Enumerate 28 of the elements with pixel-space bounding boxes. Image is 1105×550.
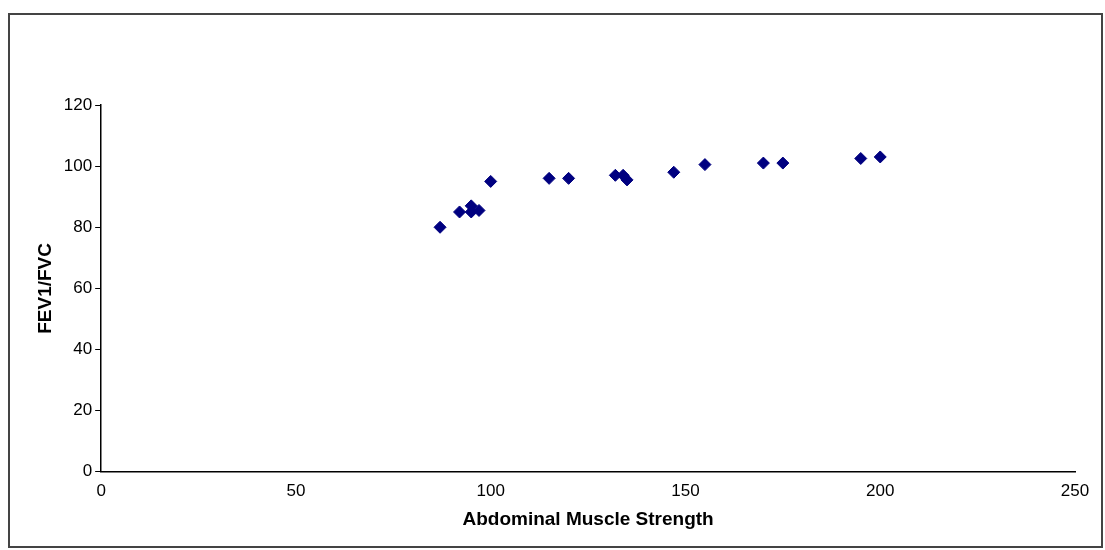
point (873, 150, 887, 164)
point (472, 203, 486, 217)
y-tick-label: 80 (73, 216, 93, 236)
point (433, 220, 447, 234)
point (620, 173, 634, 187)
point (484, 174, 498, 188)
y-tick-label: 0 (82, 461, 93, 481)
point (667, 165, 681, 179)
y-axis-title: FEV1/FVC (33, 242, 55, 334)
point (698, 158, 712, 172)
y-tick-label: 100 (63, 155, 93, 175)
point (542, 171, 556, 185)
point (562, 171, 576, 185)
x-axis-title: Abdominal Muscle Strength (462, 507, 714, 529)
x-tick-label: 100 (476, 480, 505, 500)
point (453, 205, 467, 219)
point (776, 156, 790, 170)
x-tick-label: 50 (286, 480, 306, 500)
point (854, 151, 868, 165)
x-tick-label: 200 (866, 480, 895, 500)
y-tick-label: 40 (73, 339, 93, 359)
y-tick-label: 120 (63, 94, 93, 114)
y-tick-label: 60 (73, 278, 93, 298)
x-tick-label: 150 (671, 480, 700, 500)
y-tick-label: 20 (73, 400, 93, 420)
x-tick-label: 250 (1060, 480, 1090, 500)
x-tick-label: 0 (96, 480, 106, 500)
point (756, 156, 770, 170)
